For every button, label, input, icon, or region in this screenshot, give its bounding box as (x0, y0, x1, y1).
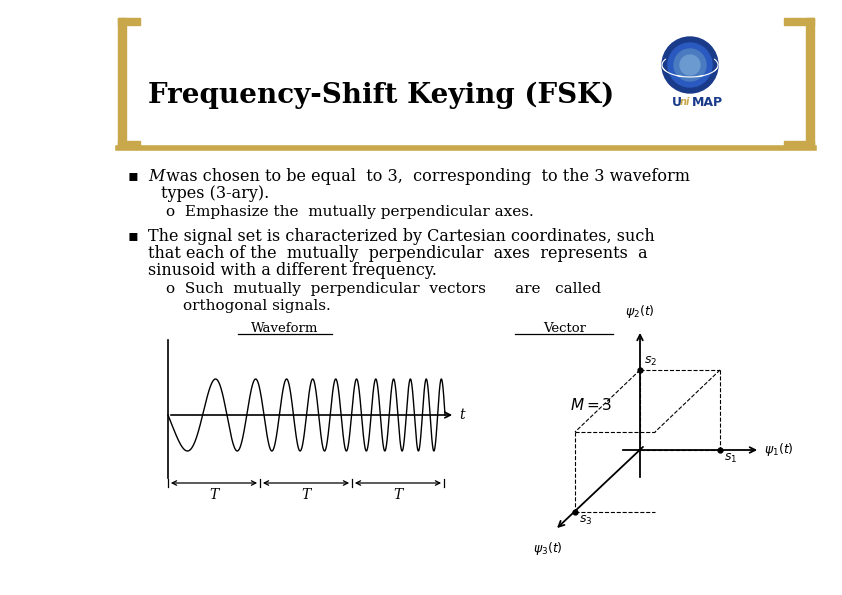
Bar (118, 18, 140, 25)
Bar (806, 18, 814, 148)
Bar (118, 18, 126, 148)
Text: $M = 3$: $M = 3$ (570, 397, 612, 413)
Text: o  Emphasize the  mutually perpendicular axes.: o Emphasize the mutually perpendicular a… (166, 205, 534, 219)
Text: Vector: Vector (543, 322, 587, 335)
Text: Waveform: Waveform (251, 322, 318, 335)
Text: $\psi_3(t)$: $\psi_3(t)$ (533, 540, 562, 557)
Text: $\psi_1(t)$: $\psi_1(t)$ (764, 441, 794, 459)
Text: $s_2$: $s_2$ (644, 355, 657, 368)
Circle shape (662, 37, 718, 93)
Text: Frequency-Shift Keying (FSK): Frequency-Shift Keying (FSK) (148, 82, 615, 109)
Text: T: T (393, 488, 402, 502)
Text: was chosen to be equal  to 3,  corresponding  to the 3 waveform: was chosen to be equal to 3, correspondi… (161, 168, 690, 185)
Circle shape (674, 49, 706, 81)
Text: $s_1$: $s_1$ (724, 452, 738, 465)
Text: The signal set is characterized by Cartesian coordinates, such: The signal set is characterized by Carte… (148, 228, 655, 245)
Text: T: T (301, 488, 311, 502)
Text: $\psi_2(t)$: $\psi_2(t)$ (625, 303, 655, 320)
Text: MAP: MAP (692, 96, 723, 108)
Text: sinusoid with a different frequency.: sinusoid with a different frequency. (148, 262, 437, 279)
Text: orthogonal signals.: orthogonal signals. (183, 299, 331, 313)
Bar (784, 18, 814, 25)
Text: U: U (672, 96, 682, 108)
Text: ▪: ▪ (128, 228, 139, 243)
Text: t: t (459, 408, 465, 422)
Text: ni: ni (680, 97, 690, 107)
Bar (118, 141, 140, 148)
Text: T: T (210, 488, 219, 502)
Circle shape (680, 55, 700, 75)
Circle shape (668, 43, 712, 87)
Text: $s_3$: $s_3$ (579, 514, 593, 527)
Text: o  Such  mutually  perpendicular  vectors      are   called: o Such mutually perpendicular vectors ar… (166, 282, 601, 296)
Text: M: M (148, 168, 164, 185)
Text: types (3-ary).: types (3-ary). (161, 185, 269, 202)
Bar (784, 141, 814, 148)
Text: ▪: ▪ (128, 168, 139, 183)
Text: that each of the  mutually  perpendicular  axes  represents  a: that each of the mutually perpendicular … (148, 245, 647, 262)
